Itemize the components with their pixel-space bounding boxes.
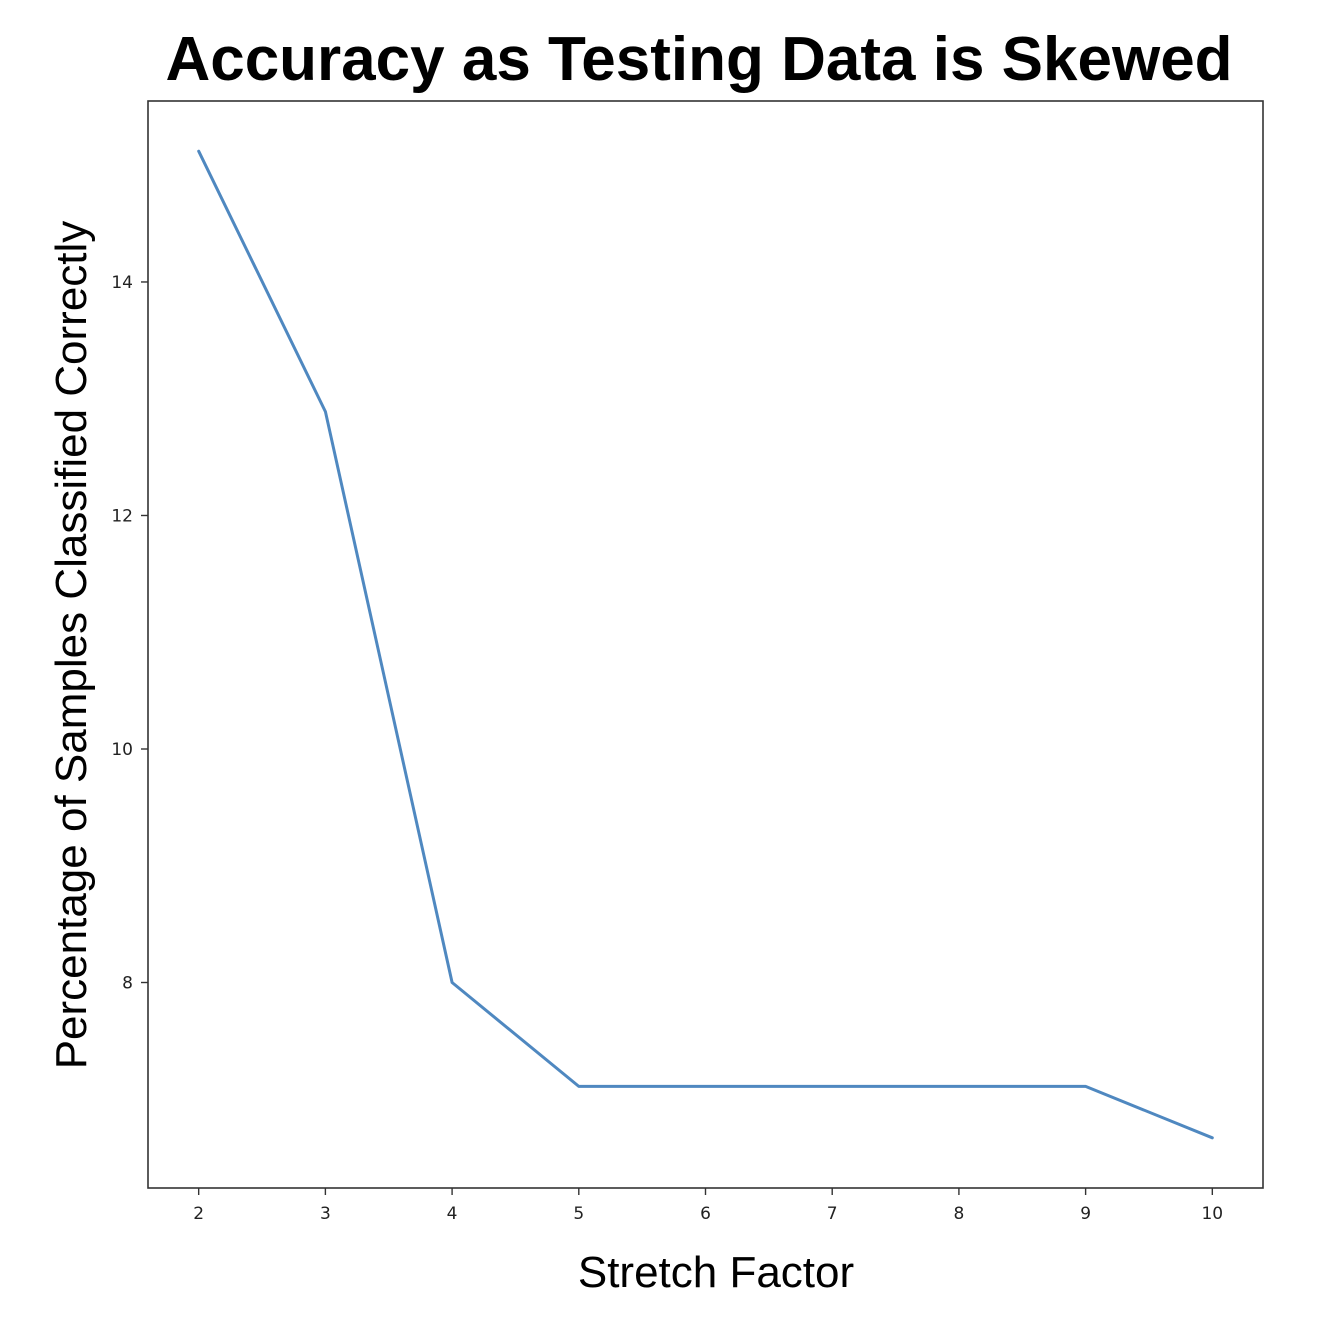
x-tick-label: 10 bbox=[1201, 1204, 1223, 1224]
x-tick-label: 7 bbox=[827, 1204, 838, 1224]
x-tick-label: 2 bbox=[193, 1204, 204, 1224]
x-axis-ticks: 2 3 4 5 6 7 8 9 10 bbox=[193, 1188, 1223, 1224]
x-tick-label: 6 bbox=[700, 1204, 711, 1224]
y-tick-label: 12 bbox=[111, 506, 133, 526]
plot-area-frame bbox=[147, 100, 1264, 1189]
x-tick-label: 9 bbox=[1080, 1204, 1091, 1224]
x-tick-label: 3 bbox=[320, 1204, 331, 1224]
x-tick-label: 4 bbox=[447, 1204, 458, 1224]
y-tick-label: 14 bbox=[111, 273, 133, 293]
x-tick-label: 5 bbox=[573, 1204, 584, 1224]
x-tick-label: 8 bbox=[953, 1204, 964, 1224]
series-layer bbox=[197, 149, 1214, 1140]
y-tick-label: 8 bbox=[122, 974, 133, 994]
series-line bbox=[197, 149, 1214, 1140]
y-tick-label: 10 bbox=[111, 740, 133, 760]
x-axis-label: Stretch Factor bbox=[578, 1248, 854, 1297]
y-axis-label: Percentage of Samples Classified Correct… bbox=[47, 221, 96, 1070]
y-axis-ticks: 8 10 12 14 bbox=[111, 273, 148, 994]
chart-title: Accuracy as Testing Data is Skewed bbox=[165, 25, 1233, 94]
